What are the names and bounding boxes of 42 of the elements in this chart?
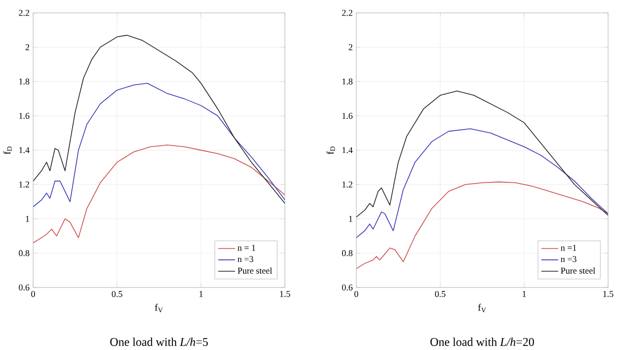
line-series [356,128,608,238]
legend-label: n =1 [560,244,576,251]
x-tick-label: 1 [522,290,526,297]
x-tick-label: 0.5 [112,290,122,298]
y-tick-label: 1.6 [19,112,30,119]
line-series [33,144,285,244]
x-tick-label: 1.5 [603,290,614,297]
legend-label: n = 1 [238,244,256,251]
x-axis-title: f$_{V}$ [478,304,486,312]
text: One load with L/h=20 [430,338,534,346]
x-tick-label: 1 [200,290,203,297]
x-tick-label: 0 [354,290,358,297]
y-tick-label: 0.6 [342,284,353,291]
legend-label: Pure steel [560,267,596,274]
y-tick-label: 1.4 [19,147,30,154]
x-tick-label: 0.5 [435,290,446,298]
y-tick-label: 2.2 [342,10,352,16]
y-tick-label: 2 [348,44,352,50]
y-tick-label: 1.8 [19,78,30,85]
y-tick-label: 0.8 [342,250,352,256]
y-tick-label: 0.6 [18,284,30,291]
x-tick-label: 0 [31,290,36,297]
y-axis-title: f$_{D}$ [3,146,12,154]
y-tick-label: 1 [26,216,30,222]
x-tick-label: 1.5 [280,290,290,297]
line-series [33,82,285,208]
x-axis-title: f$_{V}$ [154,304,163,312]
y-tick-label: 1.4 [342,147,353,154]
y-axis-title: f$_{D}$ [326,146,335,154]
y-tick-label: 2.2 [18,10,30,16]
y-tick-label: 1.6 [342,112,353,119]
y-tick-label: 1 [349,216,352,222]
y-tick-label: 0.8 [18,250,30,256]
line-series [356,182,608,270]
legend-label: Pure steel [238,267,272,274]
y-tick-label: 1.2 [19,182,30,188]
legend-label: n =3 [560,256,576,262]
text: One load with L/h=5 [110,338,208,346]
y-tick-label: 1.8 [342,78,352,85]
y-tick-label: 2 [26,44,30,50]
y-tick-label: 1.2 [342,182,352,188]
legend-label: n =3 [238,256,254,262]
